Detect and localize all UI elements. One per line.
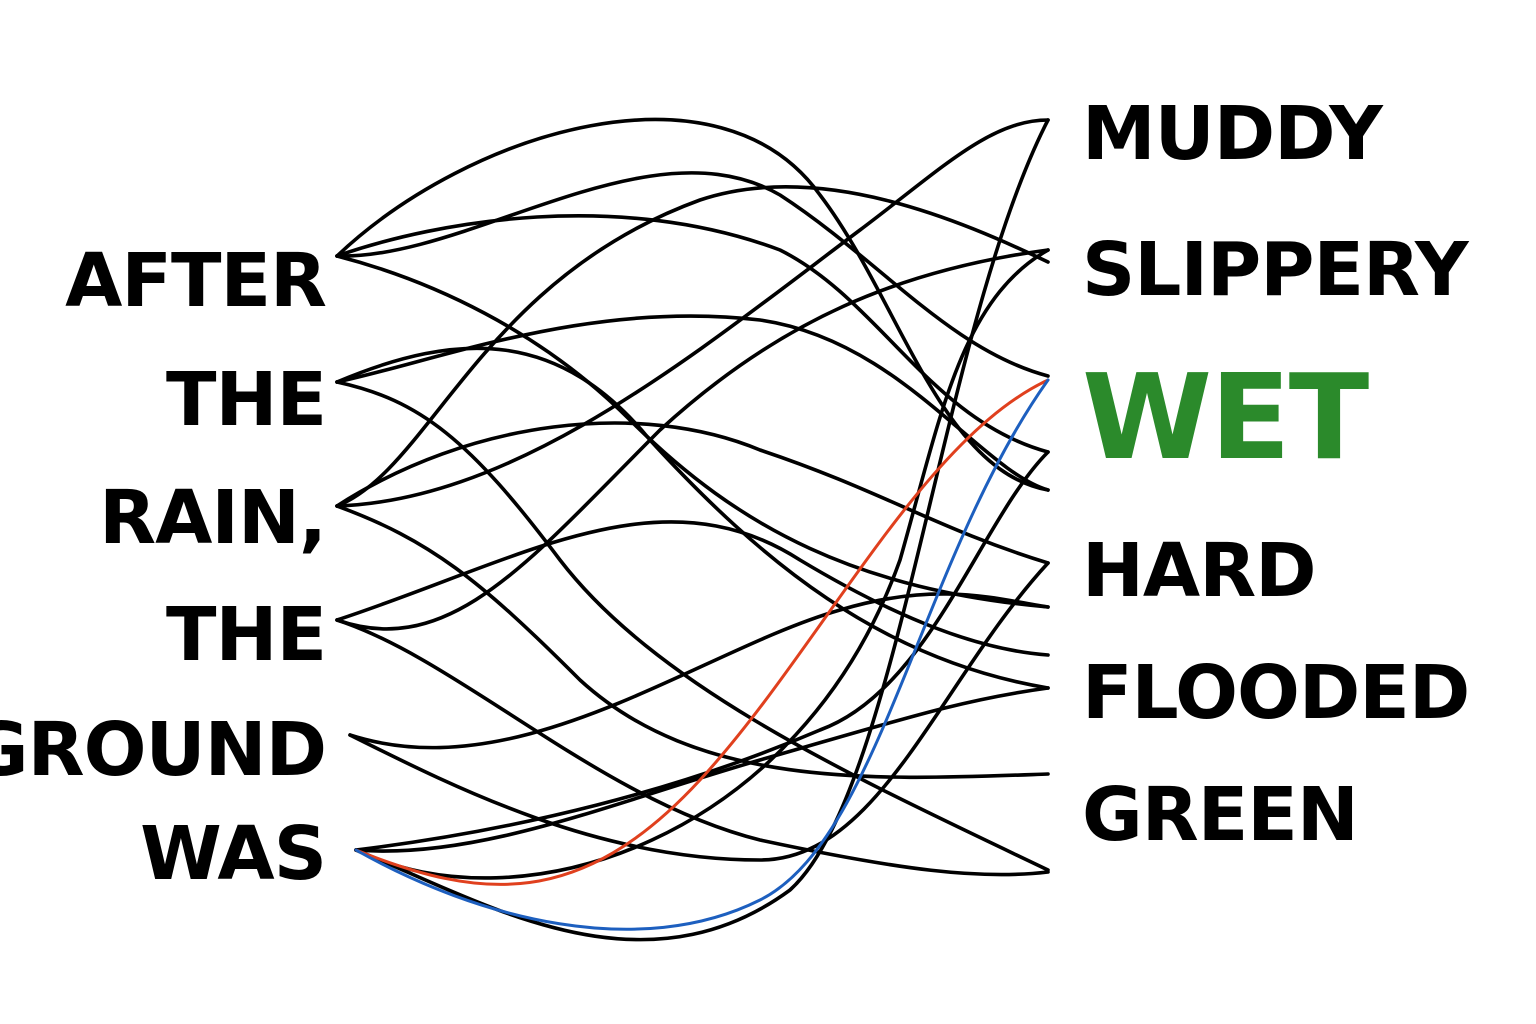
- target-word-wet: WET: [1082, 348, 1369, 486]
- target-word-flooded: FLOODED: [1082, 650, 1470, 736]
- connection-line: [354, 118, 1050, 942]
- connection-line: [335, 504, 1050, 780]
- connection-line: [348, 561, 1050, 862]
- source-word-the-2: THE: [166, 592, 327, 678]
- connection-line: [335, 618, 1050, 877]
- target-word-muddy: MUDDY: [1082, 91, 1383, 177]
- connection-line: [335, 346, 1050, 690]
- target-word-slippery: SLIPPERY: [1082, 227, 1469, 313]
- connection-line: [354, 248, 1050, 880]
- connection-line: [335, 314, 1050, 492]
- source-word-was: WAS: [140, 811, 327, 897]
- source-word-ground: GROUND: [0, 707, 327, 793]
- connection-line: [335, 421, 1050, 565]
- connection-line: [354, 450, 1050, 852]
- source-word-the: THE: [166, 357, 327, 443]
- connection-line: [335, 248, 1050, 631]
- highlight-line-orange: [354, 378, 1050, 886]
- source-word-after: AFTER: [65, 238, 327, 324]
- source-word-rain: RAIN,: [99, 475, 327, 561]
- connection-line: [335, 380, 1050, 872]
- connection-line: [335, 185, 1050, 508]
- target-word-hard: HARD: [1082, 528, 1317, 614]
- highlight-line-blue: [354, 378, 1050, 931]
- connection-line: [354, 686, 1050, 853]
- connection-line: [335, 118, 1050, 508]
- connection-line: [335, 520, 1050, 657]
- connection-line: [335, 117, 1050, 492]
- connection-line: [348, 592, 1050, 750]
- target-word-green: GREEN: [1082, 772, 1359, 858]
